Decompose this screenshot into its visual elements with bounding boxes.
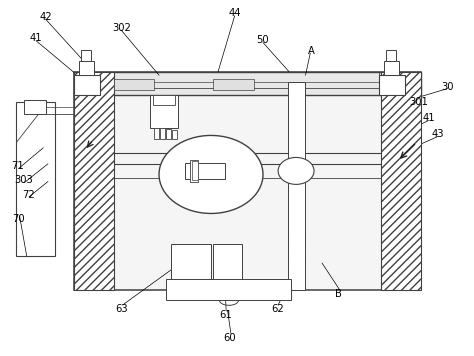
Circle shape xyxy=(278,157,314,184)
Bar xyxy=(153,95,174,105)
Bar xyxy=(16,102,55,256)
Text: 63: 63 xyxy=(115,304,128,314)
Text: 60: 60 xyxy=(224,333,236,343)
Bar xyxy=(190,160,198,182)
Bar xyxy=(213,79,254,90)
Text: 62: 62 xyxy=(271,304,283,314)
Text: 61: 61 xyxy=(219,310,232,320)
Text: 301: 301 xyxy=(410,98,428,108)
Bar xyxy=(160,128,165,139)
Bar xyxy=(74,72,421,95)
Bar xyxy=(381,72,421,290)
Bar xyxy=(192,161,198,180)
Bar xyxy=(379,75,405,95)
Bar xyxy=(155,128,159,139)
Bar xyxy=(288,82,305,290)
Text: 71: 71 xyxy=(11,161,24,171)
Text: 302: 302 xyxy=(112,23,131,33)
Bar xyxy=(150,95,178,129)
Bar xyxy=(185,163,225,179)
Text: 42: 42 xyxy=(39,12,52,22)
Text: 50: 50 xyxy=(257,35,269,46)
Bar xyxy=(386,50,396,61)
Bar xyxy=(114,79,155,90)
Bar xyxy=(172,131,176,139)
Text: A: A xyxy=(308,46,315,56)
Bar xyxy=(166,129,171,139)
Bar xyxy=(24,100,46,114)
Bar xyxy=(74,72,114,290)
Bar xyxy=(79,61,94,75)
Text: 44: 44 xyxy=(228,8,241,18)
Circle shape xyxy=(159,135,263,214)
Bar xyxy=(213,244,242,290)
Text: 41: 41 xyxy=(30,33,43,43)
Text: 72: 72 xyxy=(22,190,35,200)
Text: 43: 43 xyxy=(432,129,444,140)
Bar xyxy=(74,75,100,95)
Bar xyxy=(166,279,292,300)
Text: 303: 303 xyxy=(14,176,33,185)
Text: 30: 30 xyxy=(441,82,454,91)
Text: B: B xyxy=(335,289,342,299)
Bar xyxy=(383,61,399,75)
Bar xyxy=(81,50,91,61)
Text: 70: 70 xyxy=(12,214,25,225)
Bar xyxy=(171,244,211,281)
Text: 41: 41 xyxy=(422,114,435,124)
Bar xyxy=(74,72,421,290)
